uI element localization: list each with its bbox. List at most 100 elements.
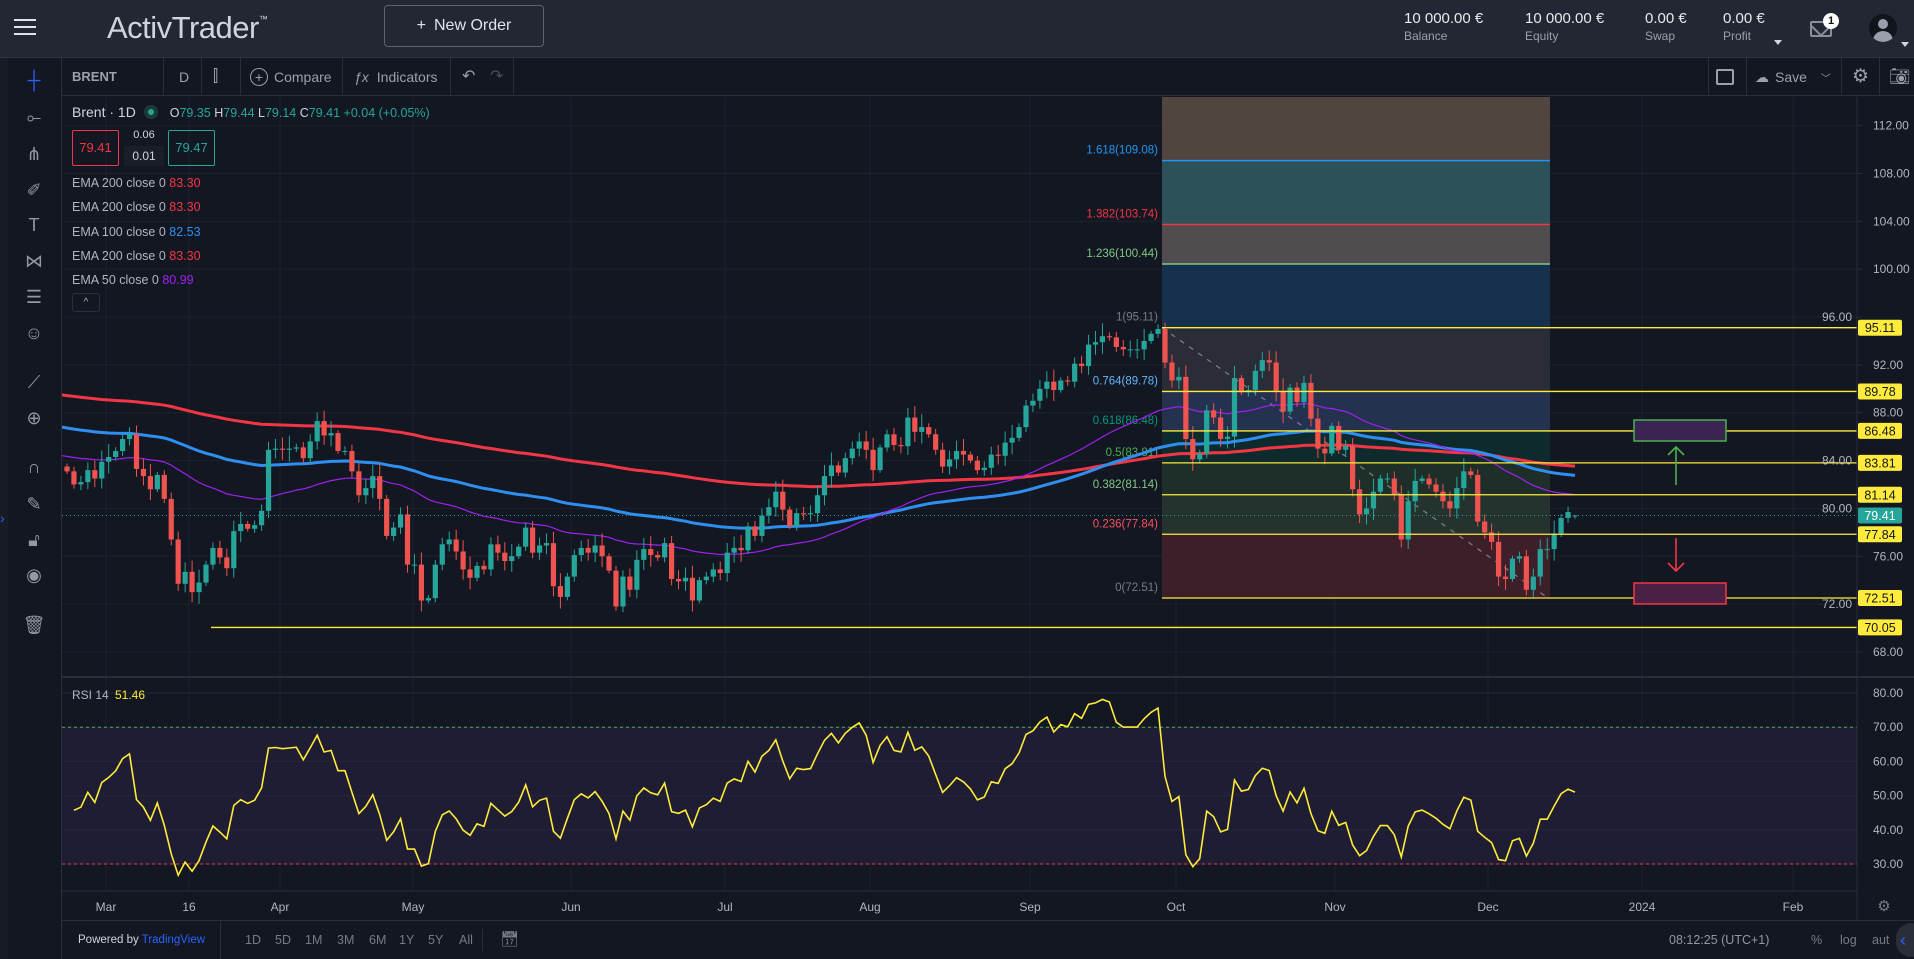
lock-drawings-icon[interactable]: ✎ bbox=[26, 494, 42, 514]
candle-body bbox=[1565, 512, 1571, 518]
candle-body bbox=[745, 526, 751, 551]
candle-body bbox=[328, 433, 334, 436]
fib-tool-icon[interactable]: ☰ bbox=[25, 287, 43, 307]
time-tick-label: Sep bbox=[1019, 900, 1041, 914]
lock-icon[interactable]: 🔓︎ bbox=[28, 530, 40, 550]
candle-body bbox=[245, 523, 251, 529]
candle-body bbox=[439, 544, 445, 565]
candle-body bbox=[1113, 337, 1119, 347]
time-tick-label: 2024 bbox=[1629, 900, 1656, 914]
target-box-down bbox=[1633, 582, 1727, 605]
trend-line-icon[interactable]: ⟜ bbox=[26, 107, 42, 127]
indicator-legend-row[interactable]: EMA 200 close 0 83.30 bbox=[72, 249, 201, 263]
ohlc-values: O79.35 H79.44 L79.14 C79.41 +0.04 (+0.05… bbox=[169, 106, 430, 120]
text-icon[interactable]: T bbox=[28, 215, 40, 235]
menu-icon[interactable] bbox=[14, 19, 36, 35]
auto-scale-toggle[interactable]: auto bbox=[1872, 933, 1890, 947]
ruler-icon[interactable]: ⟋ bbox=[27, 372, 41, 392]
current-price-label: 79.41 bbox=[1864, 509, 1895, 523]
indicator-label: EMA 200 close 0 bbox=[72, 200, 170, 215]
mail-icon[interactable] bbox=[1810, 21, 1832, 37]
profit[interactable]: 0.00 € Profit bbox=[1723, 10, 1765, 43]
fib-level-label: 1.618(109.08) bbox=[1086, 145, 1158, 157]
candles-icon[interactable]: ⫿ bbox=[213, 68, 219, 85]
symbol-search[interactable]: BRENT bbox=[72, 69, 117, 84]
percent-scale-toggle[interactable]: % bbox=[1811, 933, 1823, 947]
zoom-in-icon[interactable]: ⊕ bbox=[26, 408, 42, 428]
candle-body bbox=[905, 417, 911, 447]
crosshair-icon[interactable]: ┼ bbox=[27, 70, 41, 90]
candle-body bbox=[891, 434, 897, 446]
save-label: Save bbox=[1775, 69, 1807, 85]
candle-body bbox=[675, 578, 682, 582]
candle-body bbox=[1085, 344, 1092, 367]
time-tick-label: May bbox=[402, 900, 425, 914]
tradingview-link[interactable]: TradingView bbox=[141, 934, 206, 946]
chart-toolbar: BRENT D ⫿ + Compare ƒx Indicators ↶ ↷ ☁ Sav… bbox=[62, 58, 1914, 96]
date-range-calendar-icon[interactable]: 📅︎ bbox=[500, 931, 520, 948]
range-button-1d[interactable]: 1D bbox=[245, 933, 261, 947]
candle-body bbox=[884, 434, 890, 448]
collapse-right-panel-icon[interactable]: ‹ bbox=[1896, 923, 1914, 957]
candle-body bbox=[1482, 521, 1488, 533]
range-button-5d[interactable]: 5D bbox=[275, 933, 291, 947]
undo-icon[interactable]: ↶ bbox=[462, 68, 476, 85]
camera-icon[interactable]: 📷︎ bbox=[1889, 67, 1911, 86]
axis-settings-icon[interactable]: ⚙ bbox=[1877, 898, 1890, 915]
indicator-legend-row[interactable]: EMA 50 close 0 80.99 bbox=[72, 273, 194, 287]
candle-body bbox=[1426, 478, 1432, 485]
emoji-icon[interactable]: ☺ bbox=[24, 323, 44, 343]
price-tick-label: 96.00 bbox=[1822, 310, 1852, 324]
log-scale-toggle[interactable]: log bbox=[1840, 933, 1857, 947]
expand-panel-icon[interactable]: › bbox=[0, 510, 5, 526]
eye-icon[interactable]: ◉ bbox=[26, 565, 42, 585]
profit-dropdown-icon[interactable] bbox=[1774, 40, 1782, 45]
profit-value: 0.00 € bbox=[1723, 10, 1765, 27]
new-order-button[interactable]: + New Order bbox=[384, 5, 544, 47]
range-button-5y[interactable]: 5Y bbox=[428, 933, 444, 947]
magnet-icon[interactable]: ∩ bbox=[27, 457, 41, 477]
fib-extension-drawing[interactable]: 1.618(109.08) 1.382(103.74) 1.236(100.44) 1… bbox=[1086, 97, 1550, 599]
range-button-all[interactable]: All bbox=[459, 933, 473, 947]
price-line-tag bbox=[1858, 526, 1902, 543]
collapse-legend-button[interactable]: ^ bbox=[72, 293, 100, 312]
sell-price-button[interactable]: 79.41 bbox=[72, 130, 119, 166]
avatar[interactable] bbox=[1869, 14, 1897, 42]
fullscreen-checkbox[interactable] bbox=[1716, 58, 1734, 96]
brush-icon[interactable]: ✐ bbox=[26, 180, 42, 200]
price-line-tag-label: 83.81 bbox=[1864, 456, 1895, 470]
pitchfork-icon[interactable]: ⋔ bbox=[26, 144, 42, 164]
interval-button[interactable]: D bbox=[179, 69, 190, 85]
time-tick-label: Feb bbox=[1783, 900, 1804, 914]
buy-price-button[interactable]: 79.47 bbox=[168, 130, 215, 166]
fib-level-label: 0.5(83.81) bbox=[1106, 447, 1159, 459]
range-button-3m[interactable]: 3M bbox=[337, 933, 355, 947]
compare-button[interactable]: + Compare bbox=[250, 58, 332, 96]
target-boxes[interactable] bbox=[1633, 419, 1727, 605]
pattern-icon[interactable]: ⋈ bbox=[25, 251, 43, 271]
avatar-dropdown-icon[interactable] bbox=[1901, 42, 1909, 47]
indicator-legend-row[interactable]: EMA 200 close 0 83.30 bbox=[72, 176, 201, 190]
range-button-1y[interactable]: 1Y bbox=[399, 933, 415, 947]
candle-body bbox=[557, 586, 564, 597]
range-button-1m[interactable]: 1M bbox=[305, 933, 323, 947]
candle-body bbox=[940, 449, 946, 467]
candle-body bbox=[1489, 532, 1495, 542]
candle-body bbox=[620, 576, 626, 607]
indicator-legend-row[interactable]: EMA 200 close 0 83.30 bbox=[72, 200, 201, 214]
range-button-6m[interactable]: 6M bbox=[369, 933, 387, 947]
indicators-button[interactable]: ƒx Indicators bbox=[354, 58, 438, 96]
candle-body bbox=[161, 474, 167, 499]
horizontal-lines[interactable] bbox=[62, 327, 1857, 629]
settings-gear-icon[interactable]: ⚙ bbox=[1852, 66, 1870, 87]
rsi-tick-label: 80.00 bbox=[1873, 686, 1903, 700]
redo-icon[interactable]: ↷ bbox=[490, 68, 504, 85]
candle-body bbox=[724, 552, 730, 574]
candle-body bbox=[196, 582, 202, 593]
indicator-legend-row[interactable]: EMA 100 close 0 82.53 bbox=[72, 225, 201, 239]
trash-icon[interactable]: 🗑︎ bbox=[22, 615, 46, 635]
candle-body bbox=[1516, 556, 1523, 559]
save-button[interactable]: ☁ Save ﹀ bbox=[1755, 58, 1831, 96]
candle-body bbox=[946, 459, 953, 467]
